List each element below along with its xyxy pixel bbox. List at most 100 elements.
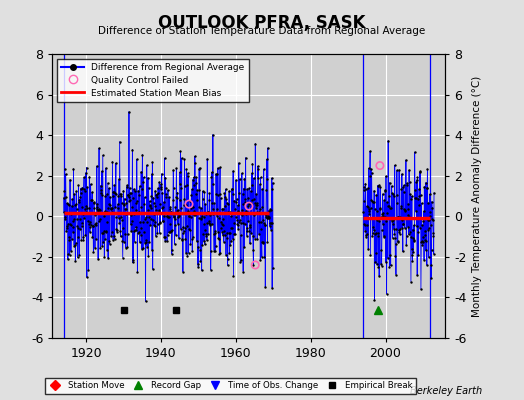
Point — [412, 223, 421, 230]
Point — [404, 212, 412, 219]
Point — [97, 168, 106, 174]
Point — [252, 202, 260, 209]
Point — [389, 217, 398, 223]
Point — [65, 236, 73, 243]
Point — [97, 190, 105, 197]
Point — [372, 250, 380, 256]
Point — [174, 212, 183, 219]
Point — [250, 200, 259, 206]
Point — [418, 238, 426, 244]
Point — [176, 169, 184, 176]
Point — [380, 214, 389, 220]
Point — [427, 262, 435, 268]
Point — [82, 164, 91, 171]
Point — [379, 221, 387, 227]
Point — [361, 227, 369, 234]
Point — [186, 241, 194, 247]
Point — [79, 237, 88, 244]
Point — [374, 232, 383, 239]
Point — [120, 200, 128, 207]
Point — [72, 206, 81, 212]
Point — [155, 230, 163, 236]
Point — [89, 249, 97, 255]
Point — [155, 208, 163, 214]
Point — [88, 210, 96, 216]
Point — [145, 238, 154, 245]
Point — [261, 284, 269, 290]
Point — [203, 209, 212, 216]
Point — [85, 205, 93, 212]
Point — [256, 206, 264, 212]
Point — [381, 187, 389, 193]
Point — [171, 216, 179, 222]
Point — [83, 205, 92, 212]
Point — [112, 214, 121, 220]
Point — [61, 171, 70, 177]
Point — [93, 163, 101, 169]
Point — [128, 259, 137, 266]
Point — [116, 233, 125, 240]
Point — [212, 213, 221, 219]
Point — [127, 190, 135, 196]
Point — [410, 237, 419, 243]
Point — [195, 165, 203, 172]
Point — [138, 152, 147, 158]
Point — [260, 222, 269, 228]
Point — [252, 205, 260, 211]
Point — [402, 242, 410, 248]
Point — [376, 162, 384, 169]
Point — [231, 230, 239, 237]
Point — [213, 171, 221, 178]
Point — [184, 226, 193, 232]
Point — [123, 244, 132, 250]
Point — [409, 249, 418, 255]
Point — [110, 233, 118, 240]
Point — [211, 230, 220, 236]
Point — [87, 197, 95, 203]
Point — [204, 231, 212, 238]
Point — [127, 228, 135, 234]
Point — [381, 188, 389, 194]
Point — [105, 240, 114, 247]
Point — [424, 200, 433, 206]
Point — [163, 238, 171, 244]
Point — [414, 201, 423, 208]
Point — [158, 170, 166, 177]
Point — [189, 174, 198, 181]
Point — [118, 238, 127, 244]
Point — [430, 251, 438, 257]
Point — [405, 231, 413, 238]
Point — [377, 246, 386, 253]
Point — [116, 191, 124, 198]
Point — [413, 272, 421, 278]
Point — [428, 205, 436, 211]
Point — [391, 235, 399, 241]
Point — [225, 188, 233, 194]
Point — [114, 205, 122, 212]
Point — [201, 226, 210, 233]
Point — [363, 185, 372, 191]
Point — [396, 230, 404, 237]
Point — [227, 186, 236, 192]
Point — [390, 162, 399, 168]
Point — [429, 229, 437, 236]
Point — [255, 209, 264, 215]
Point — [165, 194, 173, 200]
Point — [80, 214, 89, 221]
Point — [410, 237, 418, 244]
Point — [246, 200, 255, 206]
Point — [179, 230, 187, 237]
Point — [148, 159, 157, 165]
Point — [106, 206, 115, 212]
Point — [219, 222, 227, 228]
Point — [266, 206, 275, 212]
Point — [123, 184, 131, 190]
Point — [196, 258, 204, 264]
Point — [212, 243, 220, 249]
Point — [132, 224, 140, 231]
Point — [395, 229, 403, 235]
Point — [90, 205, 99, 211]
Point — [219, 232, 227, 238]
Point — [195, 204, 204, 210]
Point — [238, 220, 247, 227]
